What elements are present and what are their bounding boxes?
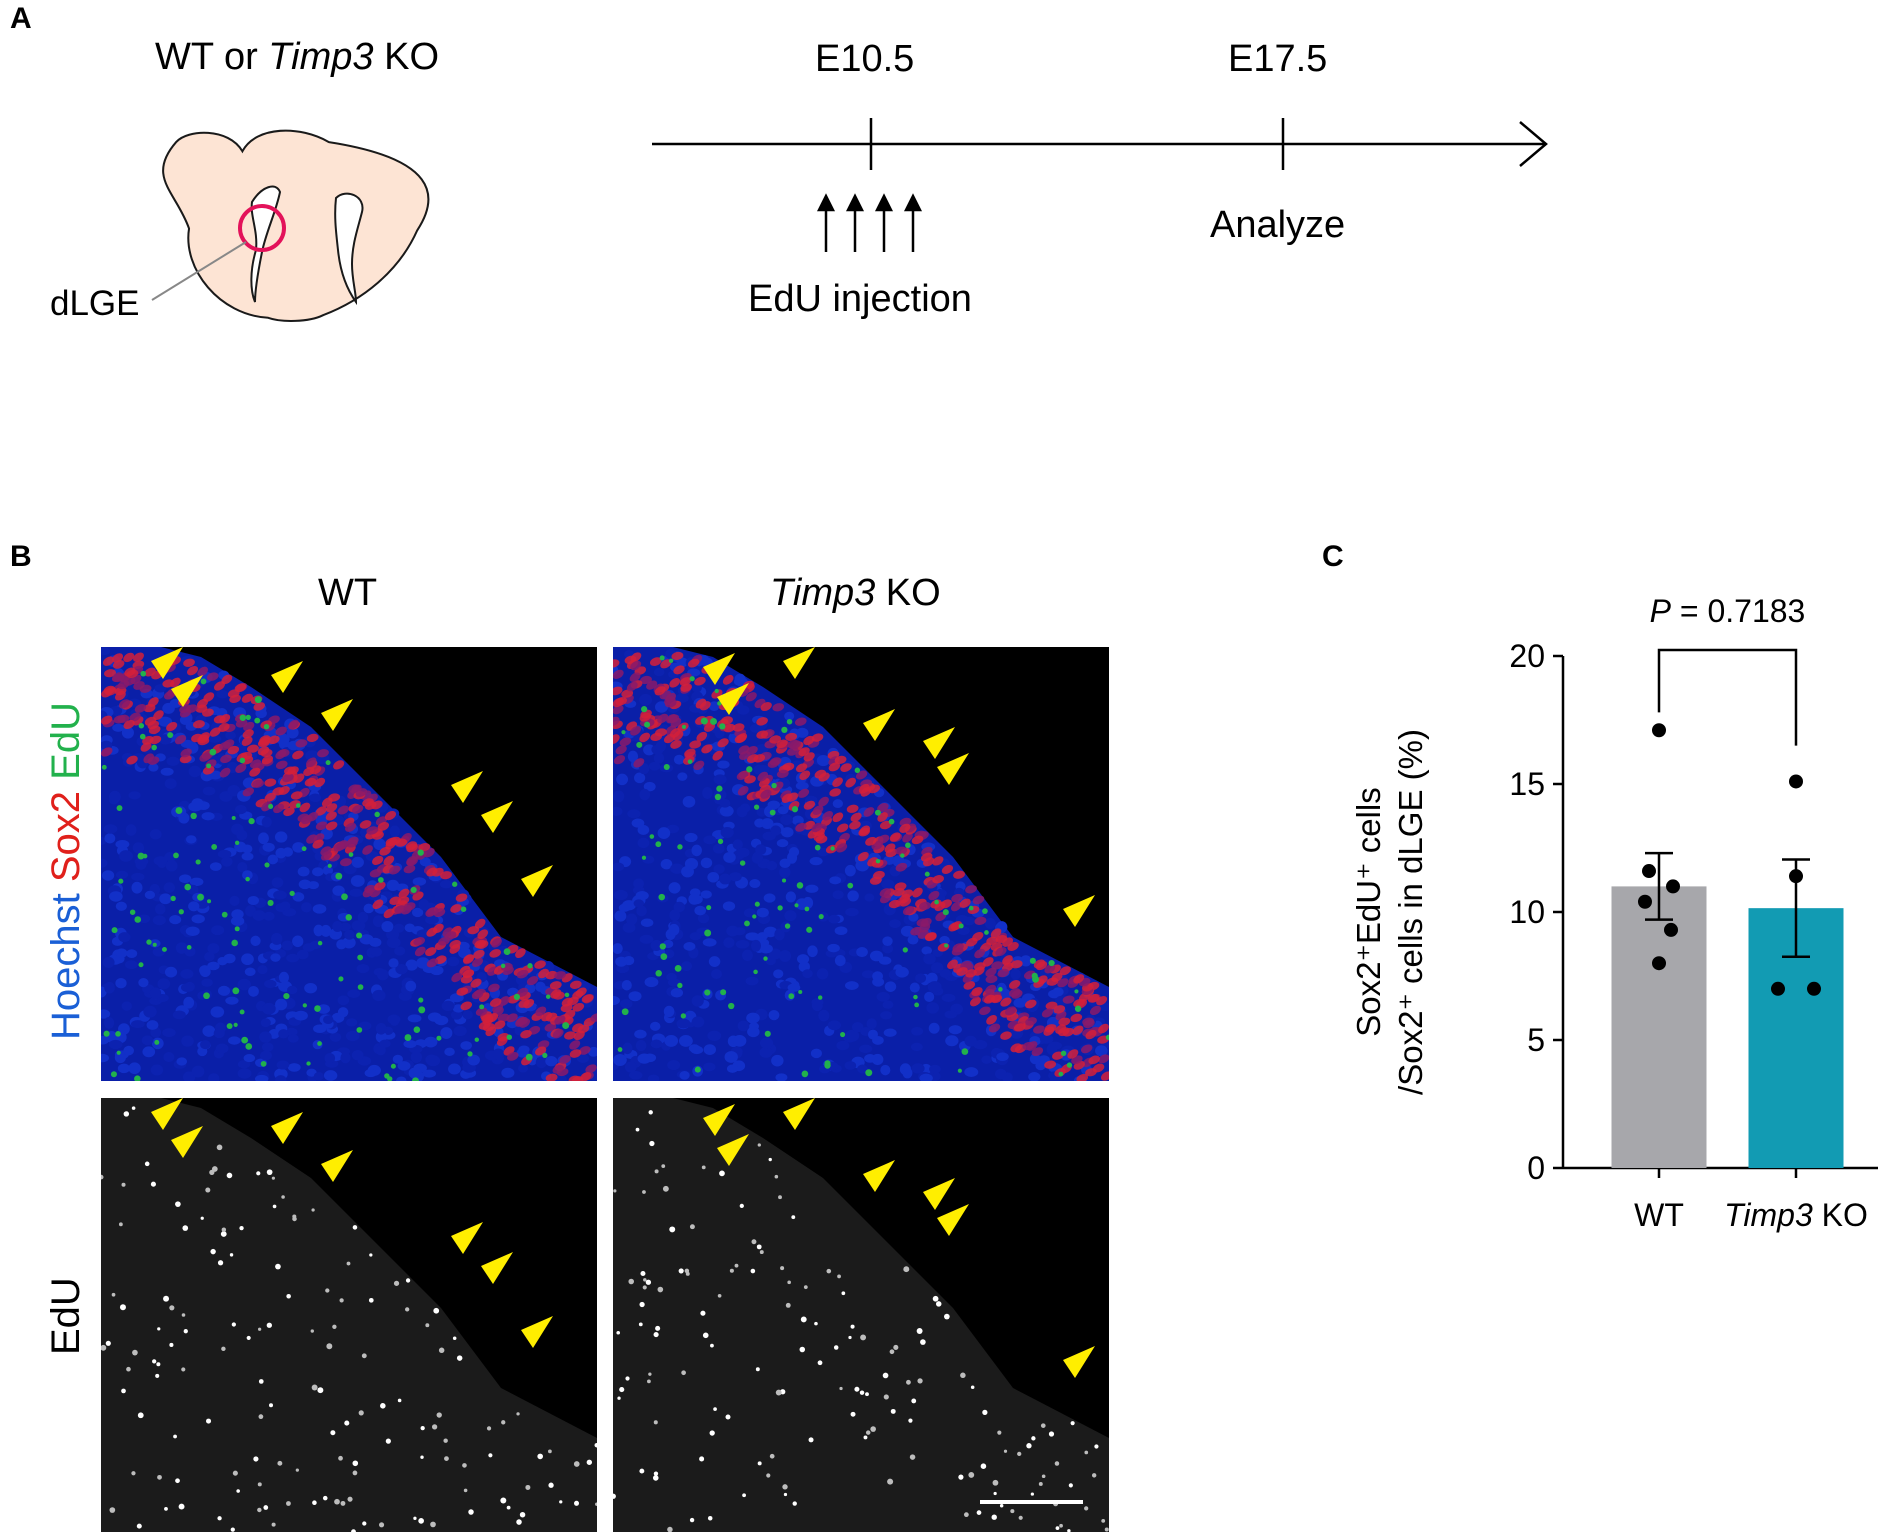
timeline-end-label: E17.5	[1228, 38, 1328, 80]
arrowhead-marker	[171, 675, 203, 707]
data-point	[1642, 864, 1656, 879]
significance-bracket	[1657, 648, 1798, 746]
sox2-label: Sox2	[44, 790, 88, 894]
arrowhead-marker	[783, 647, 815, 679]
micrograph-ko-merged	[613, 647, 1109, 1081]
arrowhead-marker	[271, 661, 303, 693]
arrowhead-marker	[481, 801, 513, 833]
panel-b-letter: B	[10, 540, 32, 573]
micrograph-wt-merged	[101, 647, 597, 1081]
dlge-pointer-line	[151, 241, 247, 301]
arrowhead-marker	[923, 727, 955, 759]
data-point	[1789, 774, 1803, 789]
bar	[1611, 886, 1707, 1168]
panel-a-title: WT or Timp3 KO	[155, 36, 439, 79]
arrowhead-marker	[481, 1252, 513, 1284]
arrowhead-marker	[321, 1150, 353, 1182]
data-point	[1664, 922, 1678, 937]
micrograph-ko-edu	[613, 1098, 1109, 1532]
brain-section-diagram	[151, 129, 430, 322]
arrowhead-marker	[271, 1112, 303, 1144]
arrowhead-marker	[521, 865, 553, 897]
arrowhead-marker	[451, 771, 483, 803]
arrowhead-marker	[451, 1222, 483, 1254]
bar-chart: 0 5 10 15 20 Sox2⁺EdU⁺ cells/Sox2⁺ cells in d…	[1350, 593, 1878, 1233]
timeline-start-label: E10.5	[815, 38, 915, 80]
arrowhead-marker	[717, 683, 749, 715]
left-ventricle	[250, 185, 282, 303]
brain-outline	[162, 129, 430, 322]
arrowhead-marker	[703, 653, 735, 685]
y-axis-label-line2: /Sox2⁺ cells in dLGE (%)	[1392, 729, 1429, 1095]
timeline-arrowhead	[1519, 121, 1548, 167]
row-label-edu: EdU	[44, 1277, 88, 1355]
arrowhead-marker	[321, 699, 353, 731]
panel-a-letter: A	[10, 2, 32, 35]
y-tick-label: 10	[1509, 894, 1545, 930]
arrowhead-marker	[937, 1204, 969, 1236]
arrowhead-marker	[1063, 1346, 1095, 1378]
row-label-merged: Hoechst Sox2 EdU	[44, 702, 89, 1040]
micrograph-wt-edu	[101, 1098, 597, 1532]
title-gene: Timp3	[268, 36, 374, 78]
injection-arrows	[816, 193, 923, 252]
right-ventricle	[334, 192, 364, 306]
y-tick-label: 5	[1527, 1022, 1545, 1058]
data-point	[1771, 981, 1785, 996]
edu-injection-label: EdU injection	[748, 278, 972, 320]
y-tick-label: 20	[1509, 638, 1545, 674]
arrowhead-marker	[171, 1126, 203, 1158]
arrowhead-marker	[151, 1098, 183, 1130]
arrowhead-marker	[703, 1104, 735, 1136]
y-tick-label: 0	[1527, 1150, 1545, 1186]
ko-suffix: KO	[875, 572, 941, 614]
edu-label-green: EdU	[44, 702, 88, 791]
column-label-wt: WT	[318, 572, 378, 614]
ko-gene: Timp3	[770, 572, 876, 614]
data-point	[1638, 894, 1652, 909]
p-value-annotation: P = 0.7183	[1650, 593, 1806, 629]
column-label-timp3-ko: Timp3 KO	[770, 572, 941, 615]
timeline	[652, 118, 1548, 252]
data-point	[1666, 879, 1680, 894]
arrowhead-marker	[923, 1178, 955, 1210]
analyze-label: Analyze	[1210, 204, 1346, 246]
arrowhead-marker	[863, 709, 895, 741]
data-point	[1652, 723, 1666, 738]
x-label-wt: WT	[1634, 1197, 1684, 1233]
hoechst-label: Hoechst	[44, 893, 88, 1040]
arrowhead-marker	[863, 1160, 895, 1192]
arrowhead-marker	[717, 1134, 749, 1166]
dlge-circle-marker	[238, 204, 286, 252]
x-label-timp3-ko: Timp3 KO	[1724, 1197, 1868, 1233]
arrowhead-marker	[521, 1316, 553, 1348]
arrowhead-marker	[151, 647, 183, 679]
title-prefix: WT or	[155, 36, 269, 78]
panel-c-letter: C	[1322, 540, 1344, 573]
y-tick-label: 15	[1509, 766, 1545, 802]
data-point	[1807, 981, 1821, 996]
y-axis-label-line1: Sox2⁺EdU⁺ cells	[1350, 787, 1387, 1036]
data-point	[1789, 869, 1803, 884]
dlge-label: dLGE	[50, 284, 140, 323]
data-point	[1652, 956, 1666, 971]
arrowhead-marker	[937, 753, 969, 785]
title-suffix: KO	[373, 36, 440, 78]
arrowhead-marker	[783, 1098, 815, 1130]
arrowhead-marker	[1063, 895, 1095, 927]
